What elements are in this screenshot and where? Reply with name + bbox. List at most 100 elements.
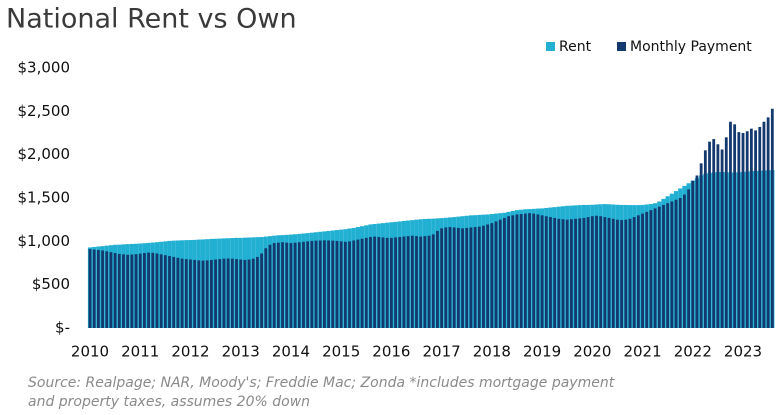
bar (364, 237, 368, 328)
bar (536, 214, 540, 328)
y-tick-label: $1,500 (18, 189, 71, 207)
bar (264, 248, 268, 328)
bar (256, 256, 259, 328)
bar (687, 189, 690, 328)
bar (699, 163, 703, 328)
bar (469, 227, 473, 328)
bar (703, 150, 707, 328)
x-tick-label: 2012 (171, 343, 209, 361)
bar (574, 218, 577, 328)
bar (519, 214, 523, 328)
bar (318, 240, 322, 328)
bar (377, 237, 381, 328)
bar (389, 237, 393, 328)
bar (578, 218, 582, 328)
bar (339, 241, 343, 328)
bar (310, 240, 314, 328)
bar (285, 242, 289, 328)
y-tick-label: $500 (32, 275, 70, 293)
bar (666, 203, 670, 328)
bar (306, 241, 310, 328)
bar (293, 242, 297, 328)
bar (147, 252, 151, 328)
bar (356, 239, 360, 328)
y-tick-label: $2,500 (18, 102, 71, 120)
bar (348, 241, 351, 328)
bar (289, 243, 293, 328)
bar (193, 259, 197, 328)
bar (343, 241, 347, 328)
bar (436, 230, 439, 328)
source-note: and property taxes, assumes 20% down (28, 394, 310, 410)
bar (440, 228, 444, 328)
bar (720, 149, 724, 328)
bar (373, 236, 377, 328)
bar (628, 218, 632, 328)
bar (143, 253, 146, 328)
bar (113, 253, 117, 328)
bar (402, 236, 406, 328)
bar (105, 251, 109, 328)
bar (595, 215, 598, 328)
bar (762, 121, 766, 328)
bar (486, 224, 490, 328)
bar (729, 121, 732, 328)
legend-label: Rent (559, 39, 592, 55)
x-tick-label: 2022 (674, 343, 712, 361)
bar (561, 219, 565, 328)
bar (159, 254, 163, 328)
bar (607, 217, 611, 328)
bar (96, 250, 100, 328)
bar (611, 218, 615, 328)
bar (473, 227, 477, 328)
bar (523, 213, 527, 328)
bar (461, 228, 464, 328)
bar (708, 141, 711, 328)
bar (678, 198, 682, 328)
bar (448, 227, 452, 328)
bar (544, 216, 548, 328)
x-tick-label: 2021 (623, 343, 661, 361)
bar (528, 213, 531, 328)
bar (674, 199, 678, 328)
y-tick-label: $- (55, 319, 70, 337)
bar (247, 259, 251, 328)
bar (599, 216, 603, 328)
bar (394, 237, 397, 328)
bar (616, 219, 619, 328)
bar (590, 216, 594, 328)
bar (335, 240, 339, 328)
bar (327, 240, 331, 328)
bar (444, 227, 448, 328)
x-tick-label: 2019 (523, 343, 561, 361)
bar (745, 131, 749, 328)
bar (691, 180, 695, 328)
bar (490, 223, 494, 328)
bar (352, 240, 356, 328)
x-tick-label: 2015 (322, 343, 360, 361)
bar (268, 244, 272, 328)
source-note: Source: Realpage; NAR, Moody's; Freddie … (28, 375, 615, 391)
bar (168, 256, 171, 328)
bar (515, 214, 519, 328)
x-tick-label: 2014 (272, 343, 310, 361)
bar (109, 252, 113, 328)
bar (532, 213, 536, 328)
bar (122, 254, 125, 328)
bar (507, 216, 510, 328)
bar (452, 227, 456, 328)
bar (138, 253, 142, 328)
bar (770, 108, 774, 328)
legend-swatch (546, 42, 555, 51)
bar (260, 253, 264, 328)
bar (758, 126, 762, 328)
bar (724, 137, 728, 328)
bar (281, 242, 284, 328)
bar (151, 252, 155, 328)
bar (222, 258, 226, 328)
bar (498, 219, 502, 328)
bar (494, 221, 498, 328)
bar (126, 254, 130, 328)
bar (569, 219, 573, 328)
x-tick-label: 2013 (222, 343, 260, 361)
